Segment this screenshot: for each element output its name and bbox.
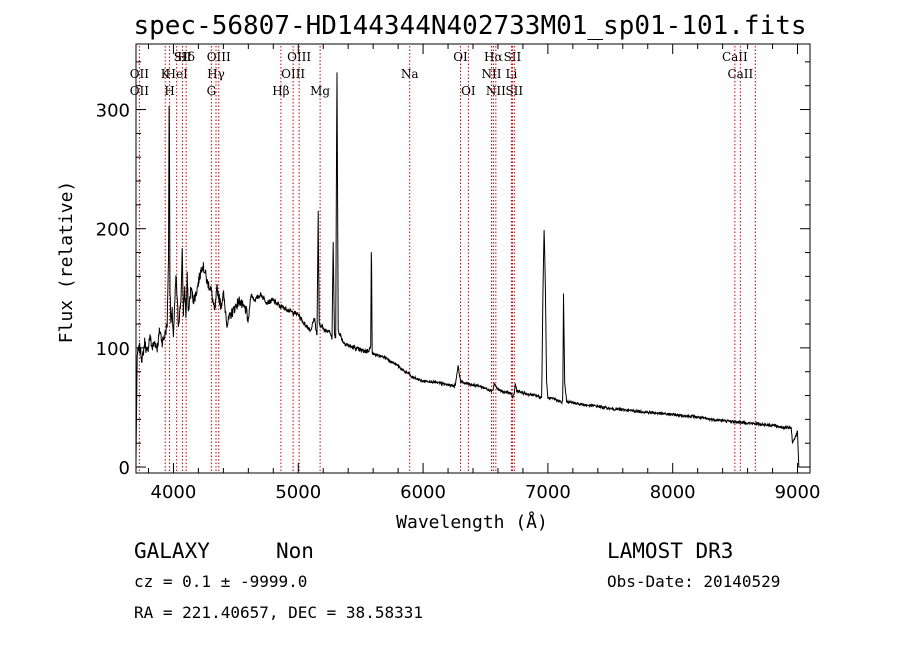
y-tick-label: 200 (96, 220, 130, 241)
spectral-line-label: Hβ (272, 84, 289, 98)
spectral-line-label: Hγ (207, 67, 225, 81)
spectrum-series (135, 72, 800, 468)
y-tick-label: 100 (96, 339, 130, 360)
obs-date: Obs-Date: 20140529 (607, 572, 780, 591)
spectral-line-label: SII (174, 50, 192, 64)
plot-frame (135, 43, 811, 474)
spectral-line-label: CaII (722, 50, 748, 64)
spectral-line-label: Hα (484, 50, 503, 64)
y-tick-label: 300 (96, 101, 130, 122)
axis-ticks: 4000 5000 6000 7000 8000 9000 0 100 200 300 (96, 44, 821, 503)
spectral-line-label: OI (453, 50, 468, 64)
spectral-line-label: Na (401, 67, 419, 81)
redshift-line: cz = 0.1 ± -9999.0 (134, 572, 307, 591)
spectral-line-label: NII (481, 67, 501, 81)
object-class: GALAXY (134, 539, 210, 563)
survey-name: LAMOST DR3 (607, 539, 733, 563)
ra-dec: RA = 221.40657, DEC = 38.58331 (134, 603, 423, 622)
spectral-line-label: SII (504, 50, 522, 64)
info-panel: GALAXY Non LAMOST DR3 cz = 0.1 ± -9999.0… (134, 539, 780, 622)
x-axis-title: Wavelength (Å) (396, 511, 548, 533)
y-axis-title: Flux (relative) (56, 181, 77, 344)
chart-title: spec-56807-HD144344N402733M01_sp01-101.f… (133, 11, 806, 41)
spectral-line-label: OIII (287, 50, 311, 64)
spectral-line-label: OII (130, 67, 150, 81)
spectral-line-label: K (161, 67, 171, 81)
x-tick-label: 6000 (400, 482, 446, 503)
spectral-line-label: NII (486, 84, 506, 98)
spectral-line-label: SII (505, 84, 523, 98)
x-tick-label: 9000 (775, 482, 821, 503)
spectral-line-label: Mg (310, 84, 330, 98)
x-tick-label: 8000 (650, 482, 696, 503)
x-tick-label: 4000 (151, 482, 197, 503)
spectral-line-label: CaII (727, 67, 753, 81)
spectral-line-label: G (207, 84, 217, 98)
spectral-line-label: OIII (207, 50, 231, 64)
object-subclass: Non (276, 539, 314, 563)
spectral-line-markers: KHOIIOIIHeISIIHδHγGOIIIHβOIIIOIIIMgNaOIO… (130, 46, 756, 473)
x-tick-label: 5000 (275, 482, 321, 503)
spectral-line-label: OII (130, 84, 150, 98)
spectrum-line (135, 72, 800, 468)
spectral-line-label: Li (506, 67, 518, 81)
spectral-line-label: OIII (281, 67, 305, 81)
y-tick-label: 0 (119, 458, 130, 479)
spectral-line-label: HeI (166, 67, 189, 81)
spectral-line-label: Hδ (177, 50, 195, 64)
x-tick-label: 7000 (525, 482, 571, 503)
spectral-line-label: OI (461, 84, 476, 98)
spectral-line-label: H (164, 84, 174, 98)
